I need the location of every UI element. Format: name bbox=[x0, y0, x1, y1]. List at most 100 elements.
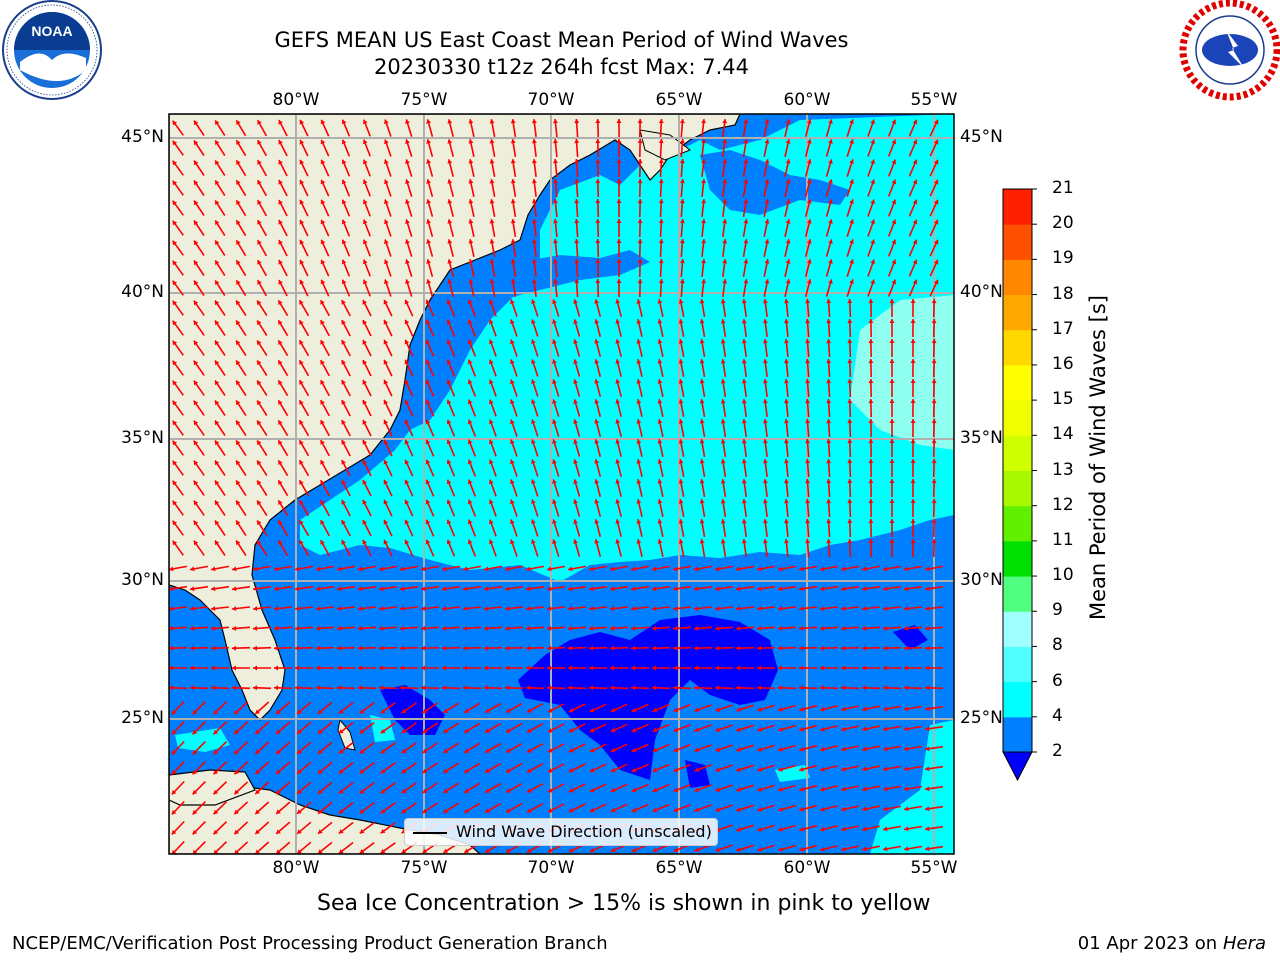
wind-arrow-head bbox=[527, 708, 532, 713]
wind-arrow-head bbox=[172, 180, 178, 186]
wind-arrow-head bbox=[799, 726, 804, 732]
wind-arrow-head bbox=[925, 645, 930, 651]
wind-arrow-head bbox=[574, 159, 580, 164]
wind-arrow-head bbox=[778, 665, 782, 671]
wind-arrow-head bbox=[615, 459, 621, 464]
wind-arrow-head bbox=[468, 199, 474, 204]
wind-arrow-head bbox=[658, 199, 664, 204]
wind-arrow-head bbox=[870, 279, 875, 285]
wind-arrow-head bbox=[341, 340, 346, 345]
wind-arrow-head bbox=[694, 566, 699, 572]
wind-arrow-head bbox=[658, 219, 664, 224]
wind-arrow-head bbox=[401, 848, 407, 854]
wind-arrow-head bbox=[547, 645, 552, 651]
wind-arrow-head bbox=[192, 729, 198, 735]
wind-arrow-head bbox=[384, 139, 389, 145]
wind-arrow-head bbox=[736, 707, 741, 712]
wind-arrow-head bbox=[383, 539, 389, 545]
wind-arrow-head bbox=[925, 786, 930, 792]
x-tick-top-65w: 65°W bbox=[655, 90, 703, 110]
wind-arrow-head bbox=[467, 479, 473, 485]
wind-arrow-head bbox=[426, 219, 432, 224]
wind-arrow-head bbox=[553, 279, 558, 284]
wind-arrow-head bbox=[637, 159, 643, 164]
wind-arrow-head bbox=[257, 320, 262, 326]
wind-arrow-head bbox=[463, 625, 468, 631]
wind-arrow-head bbox=[447, 239, 453, 244]
wind-arrow-head bbox=[318, 709, 323, 714]
wind-arrow-head bbox=[678, 319, 684, 324]
wind-arrow-head bbox=[595, 139, 601, 144]
wind-arrow-head bbox=[931, 359, 937, 364]
wind-arrow-head bbox=[359, 809, 365, 814]
wind-arrow-head bbox=[573, 519, 578, 524]
wind-arrow-head bbox=[341, 460, 346, 465]
wind-arrow-head bbox=[828, 279, 833, 284]
wind-arrow-head bbox=[171, 829, 177, 835]
wind-arrow-head bbox=[190, 665, 194, 671]
wind-arrow-head bbox=[610, 747, 616, 753]
wind-arrow-head bbox=[236, 340, 241, 346]
wind-arrow-head bbox=[552, 519, 557, 524]
wind-arrow-head bbox=[847, 439, 853, 444]
wind-arrow-head bbox=[595, 199, 601, 204]
wind-arrow-head bbox=[192, 789, 198, 795]
wind-arrow-head bbox=[362, 119, 368, 125]
wind-arrow-head bbox=[276, 729, 281, 734]
wind-arrow-head bbox=[847, 459, 853, 464]
wind-arrow-head bbox=[652, 707, 658, 713]
wind-arrow-head bbox=[891, 239, 897, 245]
wind-arrow-head bbox=[318, 729, 323, 734]
wind-arrow-head bbox=[526, 566, 531, 572]
wind-arrow-head bbox=[568, 645, 573, 651]
wind-arrow-head bbox=[889, 339, 895, 343]
wind-arrow-head bbox=[488, 439, 494, 445]
wind-arrow-head bbox=[889, 539, 895, 543]
wind-arrow-head bbox=[841, 566, 846, 572]
wind-arrow-head bbox=[805, 539, 811, 544]
wind-arrow-head bbox=[236, 440, 241, 446]
wind-arrow-head bbox=[594, 379, 600, 384]
wind-arrow-head bbox=[447, 139, 453, 144]
wind-arrow-head bbox=[568, 808, 574, 813]
wind-arrow-head bbox=[446, 439, 452, 445]
wind-arrow-head bbox=[715, 566, 720, 572]
wind-arrow-head bbox=[694, 685, 699, 691]
wind-arrow-head bbox=[631, 586, 636, 592]
wind-arrow-head bbox=[299, 380, 304, 385]
wind-arrow-head bbox=[552, 499, 557, 504]
wind-arrow-head bbox=[510, 479, 515, 485]
wind-arrow-head bbox=[741, 359, 747, 364]
wind-arrow-head bbox=[841, 645, 846, 651]
wind-arrow-head bbox=[862, 846, 867, 852]
wind-arrow-head bbox=[652, 645, 657, 651]
wind-arrow-head bbox=[255, 749, 260, 754]
wind-arrow-head bbox=[169, 606, 174, 611]
wind-arrow-head bbox=[422, 848, 428, 853]
wind-arrow-head bbox=[891, 159, 897, 165]
wind-arrow-head bbox=[568, 586, 573, 592]
wind-arrow-head bbox=[531, 259, 537, 264]
wind-arrow-head bbox=[636, 359, 642, 364]
wind-arrow-head bbox=[870, 219, 875, 225]
wind-arrow-head bbox=[338, 729, 344, 734]
wind-arrow-head bbox=[757, 847, 762, 852]
wind-arrow-head bbox=[610, 787, 616, 793]
wind-arrow-head bbox=[574, 279, 580, 284]
wind-arrow-head bbox=[862, 786, 867, 792]
wind-arrow-head bbox=[531, 499, 536, 504]
wind-arrow-head bbox=[904, 846, 909, 852]
wind-arrow-head bbox=[743, 279, 749, 284]
wind-arrow-head bbox=[868, 379, 874, 384]
wind-arrow-head bbox=[868, 339, 874, 344]
wind-arrow-head bbox=[405, 239, 410, 244]
wind-arrow-head bbox=[215, 500, 220, 506]
wind-arrow-head bbox=[485, 788, 490, 793]
wind-arrow-head bbox=[297, 709, 302, 714]
wind-arrow-head bbox=[299, 400, 304, 405]
wind-arrow-head bbox=[883, 645, 888, 651]
wind-arrow-head bbox=[862, 706, 867, 712]
wind-arrow-head bbox=[548, 728, 553, 733]
wind-arrow-head bbox=[595, 179, 601, 184]
wind-arrow-head bbox=[805, 519, 811, 524]
